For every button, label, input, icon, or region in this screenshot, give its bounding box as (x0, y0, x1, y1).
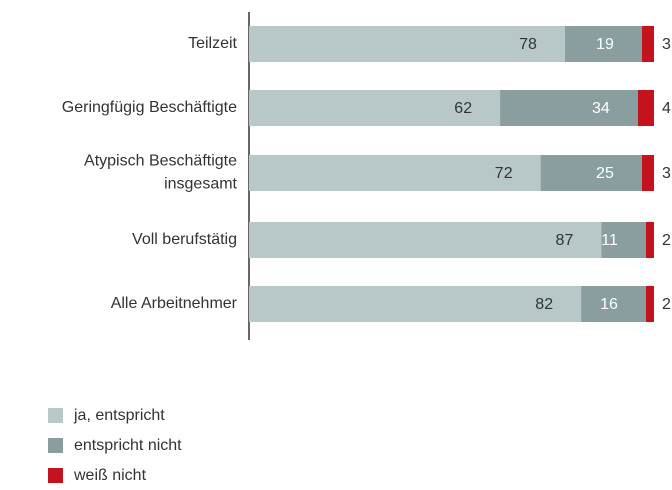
value-label: 62 (454, 100, 472, 117)
bar-segment (249, 222, 602, 258)
bar-segment (641, 26, 654, 62)
bar-segment (249, 26, 565, 62)
value-label: 87 (556, 232, 574, 249)
legend-swatch (48, 438, 63, 453)
value-label: 2 (662, 232, 671, 249)
legend-label: weiß nicht (73, 467, 147, 484)
category-label: Atypisch Beschäftigte insgesamt (84, 153, 238, 193)
bar-segment (637, 90, 654, 126)
category-label: Geringfügig Beschäftigte (62, 99, 237, 116)
category-label: Voll berufstätig (132, 231, 237, 248)
bar-segment (601, 222, 646, 258)
value-label: 72 (495, 165, 513, 182)
bar-segment (249, 90, 501, 126)
value-label: 78 (519, 36, 537, 53)
value-label: 19 (596, 36, 614, 53)
bar-segment (581, 286, 646, 322)
bar-segment (540, 155, 642, 191)
legend-label: entspricht nicht (74, 437, 182, 454)
bar-segment (249, 286, 582, 322)
bar-segment (564, 26, 642, 62)
value-label: 34 (592, 100, 610, 117)
bar-segment (645, 286, 654, 322)
value-label: 3 (662, 36, 671, 53)
legend-swatch (48, 408, 63, 423)
value-label: 11 (601, 232, 618, 249)
legend-label: ja, entspricht (73, 407, 165, 424)
bar-segment (641, 155, 654, 191)
value-label: 3 (662, 165, 671, 182)
bar-segment (645, 222, 654, 258)
value-label: 16 (600, 296, 618, 313)
legend-swatch (48, 468, 63, 483)
value-label: 25 (596, 165, 614, 182)
bar-segment (249, 155, 541, 191)
value-label: 82 (535, 296, 553, 313)
value-label: 2 (662, 296, 671, 313)
category-label: Teilzeit (188, 35, 237, 52)
bar-segment (500, 90, 638, 126)
value-label: 4 (662, 100, 671, 117)
category-label: Alle Arbeitnehmer (111, 295, 238, 312)
